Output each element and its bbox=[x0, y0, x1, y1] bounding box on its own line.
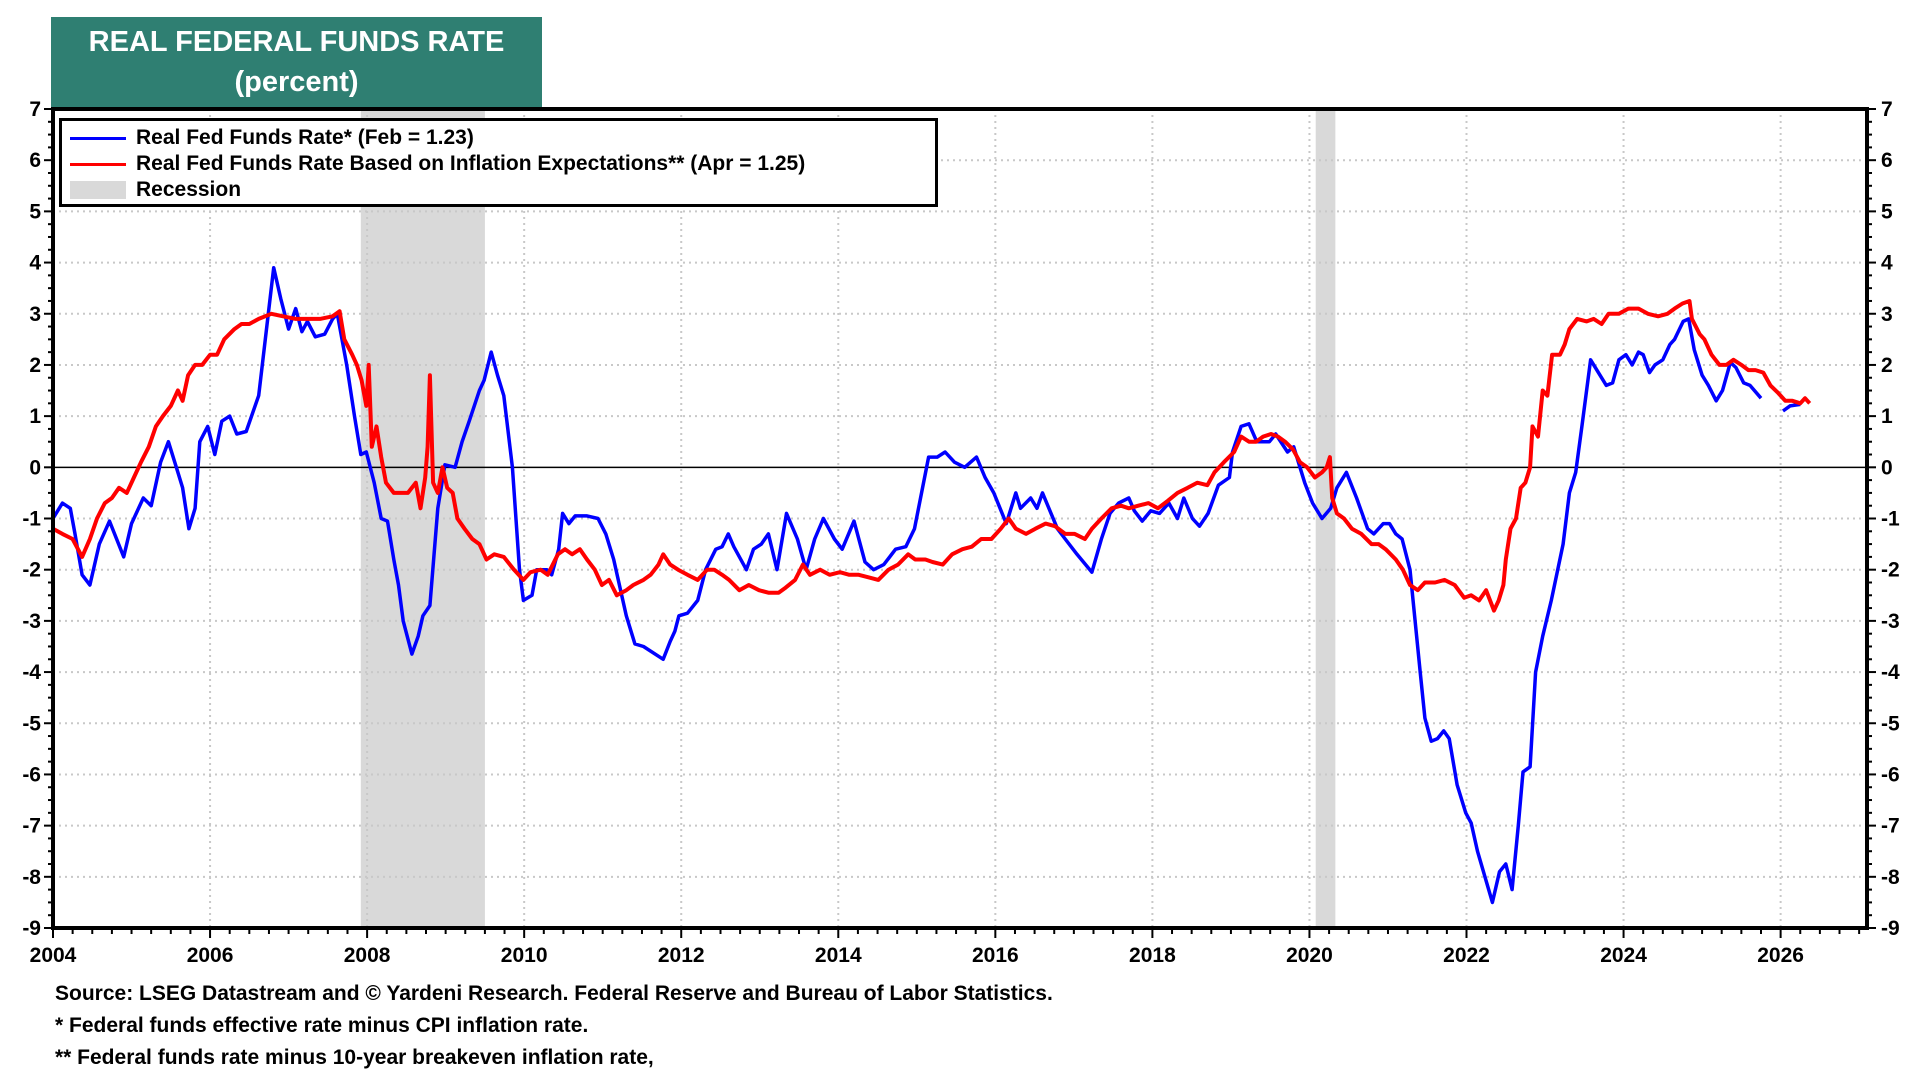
y-tick-label-left: 0 bbox=[29, 456, 41, 479]
axes bbox=[44, 107, 1876, 938]
gridlines bbox=[53, 109, 1867, 928]
chart-subtitle: (percent) bbox=[234, 66, 359, 98]
y-tick-label-left: -6 bbox=[22, 763, 41, 786]
y-tick-label-right: 3 bbox=[1881, 303, 1893, 326]
y-tick-label-right: -8 bbox=[1881, 866, 1900, 889]
recession-bands bbox=[360, 109, 1336, 928]
legend-label: Real Fed Funds Rate Based on Inflation E… bbox=[136, 152, 806, 175]
y-tick-label-left: 7 bbox=[29, 98, 41, 121]
y-tick-label-left: 6 bbox=[29, 149, 41, 172]
x-tick-label: 2010 bbox=[501, 944, 548, 967]
legend-item-red: Real Fed Funds Rate Based on Inflation E… bbox=[70, 151, 805, 177]
series-line-inflation-expectations bbox=[52, 299, 1812, 613]
x-tick-label: 2008 bbox=[344, 944, 391, 967]
y-tick-label-left: -5 bbox=[22, 712, 41, 735]
y-tick-label-right: -2 bbox=[1881, 559, 1900, 582]
y-tick-label-right: 5 bbox=[1881, 200, 1893, 223]
footnote-2: ** Federal funds rate minus 10-year brea… bbox=[55, 1046, 654, 1069]
x-tick-label: 2006 bbox=[187, 944, 234, 967]
y-tick-label-right: -3 bbox=[1881, 610, 1900, 633]
x-tick-label: 2004 bbox=[30, 944, 77, 967]
y-tick-label-left: -4 bbox=[22, 661, 41, 684]
y-tick-label-right: -4 bbox=[1881, 661, 1900, 684]
x-tick-label: 2024 bbox=[1600, 944, 1647, 967]
y-tick-label-left: 2 bbox=[29, 354, 41, 377]
legend-item-blue: Real Fed Funds Rate* (Feb = 1.23) bbox=[70, 125, 474, 151]
y-tick-label-right: 2 bbox=[1881, 354, 1893, 377]
y-tick-label-right: 1 bbox=[1881, 405, 1893, 428]
y-tick-label-right: 0 bbox=[1881, 456, 1893, 479]
y-tick-label-right: -1 bbox=[1881, 508, 1900, 531]
y-tick-label-right: -5 bbox=[1881, 712, 1900, 735]
x-tick-label: 2018 bbox=[1129, 944, 1176, 967]
y-tick-label-right: -6 bbox=[1881, 763, 1900, 786]
x-tick-label: 2022 bbox=[1443, 944, 1490, 967]
legend-label: Recession bbox=[136, 178, 242, 201]
y-tick-label-left: 1 bbox=[29, 405, 41, 428]
y-tick-label-right: -7 bbox=[1881, 815, 1900, 838]
y-tick-label-right: -9 bbox=[1881, 917, 1900, 940]
chart-title: REAL FEDERAL FUNDS RATE (percent) bbox=[51, 17, 542, 107]
footnote-source: Source: LSEG Datastream and © Yardeni Re… bbox=[55, 982, 1053, 1005]
legend-swatch-red bbox=[70, 162, 126, 166]
legend: Real Fed Funds Rate* (Feb = 1.23) Real F… bbox=[59, 118, 938, 207]
y-tick-label-left: -3 bbox=[22, 610, 41, 633]
x-tick-label: 2012 bbox=[658, 944, 705, 967]
y-tick-label-left: 4 bbox=[29, 252, 41, 275]
x-tick-label: 2014 bbox=[815, 944, 862, 967]
tick-labels: 7 7 6 6 5 5 4 4 3 3 2 2 1 1 0 0 -1 -1 -2 -2 -3 -3 -4 -4 -5 -5 -6 -6… bbox=[22, 98, 1900, 967]
chart-title-line1: REAL FEDERAL FUNDS RATE bbox=[88, 26, 505, 58]
y-tick-label-left: -1 bbox=[22, 508, 41, 531]
y-tick-label-right: 7 bbox=[1881, 98, 1893, 121]
legend-swatch-recession bbox=[70, 181, 126, 199]
y-tick-label-left: 5 bbox=[29, 200, 41, 223]
y-tick-label-left: -8 bbox=[22, 866, 41, 889]
legend-swatch-blue bbox=[70, 136, 126, 140]
footnote-1: * Federal funds effective rate minus CPI… bbox=[55, 1014, 589, 1037]
y-tick-label-left: 3 bbox=[29, 303, 41, 326]
y-tick-label-left: -7 bbox=[22, 815, 41, 838]
legend-label: Real Fed Funds Rate* (Feb = 1.23) bbox=[136, 126, 474, 149]
y-tick-label-left: -9 bbox=[22, 917, 41, 940]
series-lines bbox=[51, 265, 1812, 905]
x-tick-label: 2016 bbox=[972, 944, 1019, 967]
x-tick-label: 2026 bbox=[1757, 944, 1804, 967]
y-tick-label-right: 4 bbox=[1881, 252, 1893, 275]
y-tick-label-right: 6 bbox=[1881, 149, 1893, 172]
legend-item-recession: Recession bbox=[70, 177, 241, 203]
series-line-real-fed-funds bbox=[51, 265, 1801, 905]
y-tick-label-left: -2 bbox=[22, 559, 41, 582]
x-tick-label: 2020 bbox=[1286, 944, 1333, 967]
